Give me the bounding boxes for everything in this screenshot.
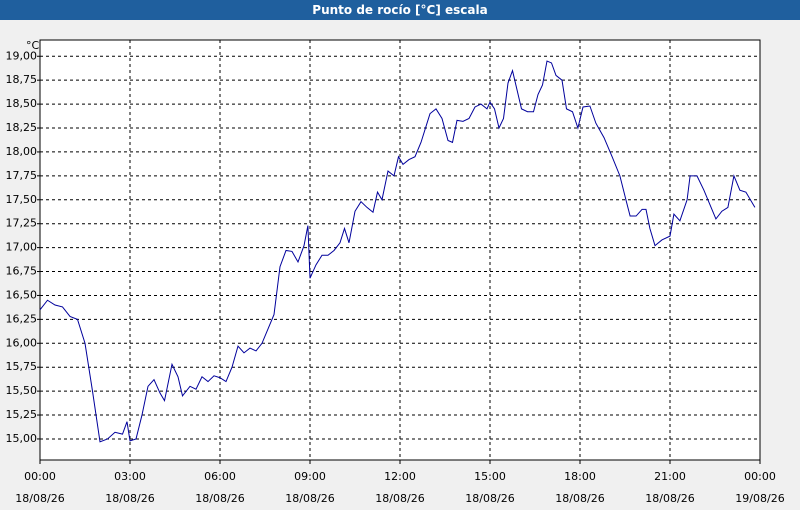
y-tick-label: 17,75	[6, 169, 38, 182]
data-line	[39, 60, 756, 443]
y-tick-label: 17,50	[6, 193, 38, 206]
x-tick-label: 18:00 18/08/26	[555, 470, 605, 505]
x-tick-label: 09:00 18/08/26	[285, 470, 335, 505]
y-tick-label: 15,00	[6, 432, 38, 445]
y-tick-label: 15,25	[6, 408, 38, 421]
y-tick-label: 16,50	[6, 288, 38, 301]
y-tick-label: 18,25	[6, 121, 38, 134]
x-tick-label: 00:00 18/08/26	[15, 470, 65, 505]
y-tick-label: 18,00	[6, 145, 38, 158]
y-tick-label: 19,00	[6, 49, 38, 62]
x-tick-label: 03:00 18/08/26	[105, 470, 155, 505]
x-tick-label: 21:00 18/08/26	[645, 470, 695, 505]
y-tick-label: 15,50	[6, 384, 38, 397]
y-tick-label: 18,75	[6, 73, 38, 86]
y-unit: °C	[26, 39, 40, 52]
y-tick-label: 16,25	[6, 312, 38, 325]
x-tick-label: 12:00 18/08/26	[375, 470, 425, 505]
window-title: Punto de rocío [°C] escala	[0, 0, 800, 20]
x-tick-label: 00:00 19/08/26	[735, 470, 785, 505]
x-tick-label: 06:00 18/08/26	[195, 470, 245, 505]
x-tick-label: 15:00 18/08/26	[465, 470, 515, 505]
chart: °C 15,00 15,25 15,50 15,75 16,00 16,25 16,50 16…	[6, 39, 761, 464]
y-tick-label: 16,00	[6, 336, 38, 349]
y-tick-label: 17,25	[6, 217, 38, 230]
y-tick-label: 18,50	[6, 97, 38, 110]
y-tick-label: 16,75	[6, 265, 38, 278]
y-tick-label: 17,00	[6, 241, 38, 254]
y-tick-label: 15,75	[6, 360, 38, 373]
